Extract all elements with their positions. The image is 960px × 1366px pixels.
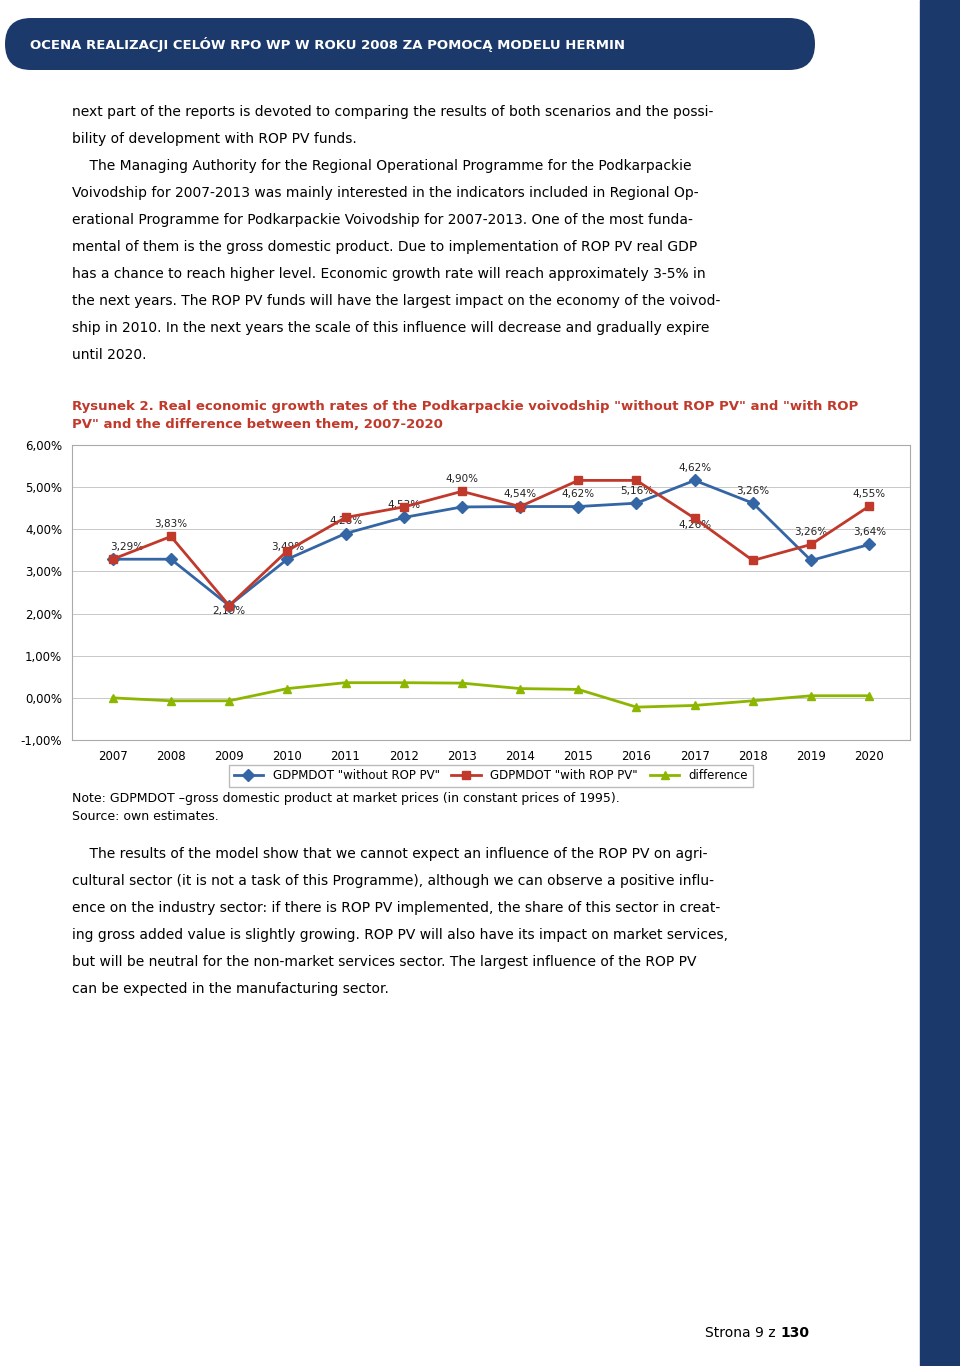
Text: 4,53%: 4,53% <box>387 500 420 511</box>
Text: 4,26%: 4,26% <box>678 520 711 530</box>
Text: The Managing Authority for the Regional Operational Programme for the Podkarpack: The Managing Authority for the Regional … <box>72 158 691 173</box>
Text: until 2020.: until 2020. <box>72 348 147 362</box>
Text: 3,83%: 3,83% <box>155 519 187 529</box>
Text: ship in 2010. In the next years the scale of this influence will decrease and gr: ship in 2010. In the next years the scal… <box>72 321 709 335</box>
Text: Voivodship for 2007-2013 was mainly interested in the indicators included in Reg: Voivodship for 2007-2013 was mainly inte… <box>72 186 699 199</box>
Text: cultural sector (it is not a task of this Programme), although we can observe a : cultural sector (it is not a task of thi… <box>72 874 714 888</box>
Text: Source: own estimates.: Source: own estimates. <box>72 810 219 822</box>
Text: Note: GDPMDOT –gross domestic product at market prices (in constant prices of 19: Note: GDPMDOT –gross domestic product at… <box>72 792 620 805</box>
Text: 2,19%: 2,19% <box>212 607 246 616</box>
Text: 130: 130 <box>780 1326 809 1340</box>
Text: has a chance to reach higher level. Economic growth rate will reach approximatel: has a chance to reach higher level. Econ… <box>72 266 706 281</box>
Text: 3,64%: 3,64% <box>852 527 886 537</box>
Text: the next years. The ROP PV funds will have the largest impact on the economy of : the next years. The ROP PV funds will ha… <box>72 294 720 307</box>
Text: bility of development with ROP PV funds.: bility of development with ROP PV funds. <box>72 133 357 146</box>
Text: 4,55%: 4,55% <box>852 489 886 499</box>
Text: ing gross added value is slightly growing. ROP PV will also have its impact on m: ing gross added value is slightly growin… <box>72 928 728 943</box>
Text: PV" and the difference between them, 2007-2020: PV" and the difference between them, 200… <box>72 418 443 432</box>
Text: OCENA REALIZACJI CELÓW RPO WP W ROKU 2008 ZA POMOCĄ MODELU HERMIN: OCENA REALIZACJI CELÓW RPO WP W ROKU 200… <box>30 37 625 52</box>
Bar <box>920 0 960 1366</box>
Text: 5,16%: 5,16% <box>620 486 653 496</box>
Text: next part of the reports is devoted to comparing the results of both scenarios a: next part of the reports is devoted to c… <box>72 105 713 119</box>
Text: The results of the model show that we cannot expect an influence of the ROP PV o: The results of the model show that we ca… <box>72 847 708 861</box>
Text: erational Programme for Podkarpackie Voivodship for 2007-2013. One of the most f: erational Programme for Podkarpackie Voi… <box>72 213 693 227</box>
Text: 3,49%: 3,49% <box>271 542 304 552</box>
Text: ence on the industry sector: if there is ROP PV implemented, the share of this s: ence on the industry sector: if there is… <box>72 902 720 915</box>
Text: 3,26%: 3,26% <box>736 486 769 496</box>
FancyBboxPatch shape <box>5 18 815 70</box>
Text: 4,54%: 4,54% <box>504 489 537 500</box>
Text: 3,26%: 3,26% <box>795 527 828 537</box>
Text: 4,28%: 4,28% <box>329 516 362 526</box>
Text: 4,90%: 4,90% <box>445 474 478 484</box>
Text: Strona 9 z: Strona 9 z <box>705 1326 780 1340</box>
Text: 4,62%: 4,62% <box>678 463 711 473</box>
Text: 4,62%: 4,62% <box>562 489 595 500</box>
Legend: GDPMDOT "without ROP PV", GDPMDOT "with ROP PV", difference: GDPMDOT "without ROP PV", GDPMDOT "with … <box>229 765 753 787</box>
Text: but will be neutral for the non-market services sector. The largest influence of: but will be neutral for the non-market s… <box>72 955 697 968</box>
Text: can be expected in the manufacturing sector.: can be expected in the manufacturing sec… <box>72 982 389 996</box>
Text: mental of them is the gross domestic product. Due to implementation of ROP PV re: mental of them is the gross domestic pro… <box>72 240 697 254</box>
Text: Rysunek 2. Real economic growth rates of the Podkarpackie voivodship "without RO: Rysunek 2. Real economic growth rates of… <box>72 400 858 413</box>
Text: 3,29%: 3,29% <box>109 542 143 552</box>
